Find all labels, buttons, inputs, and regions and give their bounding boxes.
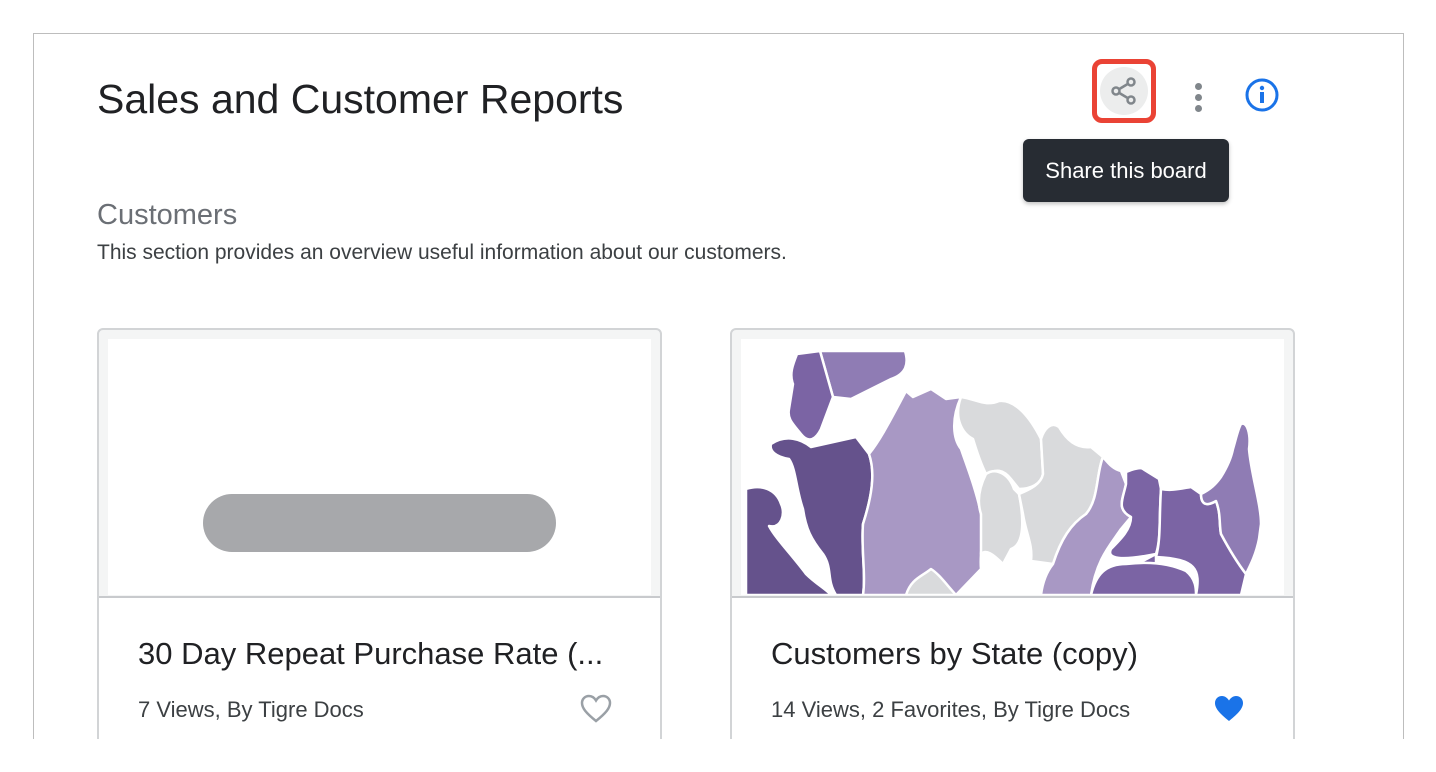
- tile-thumbnail: [108, 339, 651, 595]
- more-options-button[interactable]: [1184, 77, 1212, 117]
- info-icon: [1245, 78, 1279, 112]
- info-button[interactable]: [1243, 76, 1281, 119]
- board-page: Sales and Customer Reports Share this bo…: [33, 33, 1404, 739]
- tile-thumbnail: [741, 339, 1284, 595]
- more-vert-icon-dot: [1194, 104, 1202, 112]
- choropleth-map: [744, 349, 1263, 595]
- favorite-button[interactable]: [1213, 694, 1245, 729]
- tile-meta: 14 Views, 2 Favorites, By Tigre Docs: [771, 697, 1131, 722]
- placeholder-bar: [203, 494, 556, 552]
- more-vert-icon-dot: [1194, 82, 1202, 90]
- tile-title[interactable]: 30 Day Repeat Purchase Rate (...: [138, 636, 604, 671]
- page-title: Sales and Customer Reports: [97, 76, 624, 122]
- tile-card[interactable]: 30 Day Repeat Purchase Rate (... 7 Views…: [97, 328, 662, 739]
- section-description: This section provides an overview useful…: [97, 241, 787, 264]
- share-button[interactable]: [1092, 59, 1156, 123]
- tile-title[interactable]: Customers by State (copy): [771, 636, 1138, 671]
- tile-meta: 7 Views, By Tigre Docs: [138, 697, 364, 722]
- favorite-button[interactable]: [580, 694, 612, 729]
- share-tooltip: Share this board: [1023, 139, 1229, 202]
- heart-filled-icon: [1215, 696, 1243, 721]
- more-vert-icon-dot: [1194, 93, 1202, 101]
- section-title: Customers: [97, 199, 238, 231]
- tile-card[interactable]: Customers by State (copy) 14 Views, 2 Fa…: [730, 328, 1295, 739]
- heart-outline-icon: [580, 694, 612, 723]
- share-icon: [1100, 67, 1148, 115]
